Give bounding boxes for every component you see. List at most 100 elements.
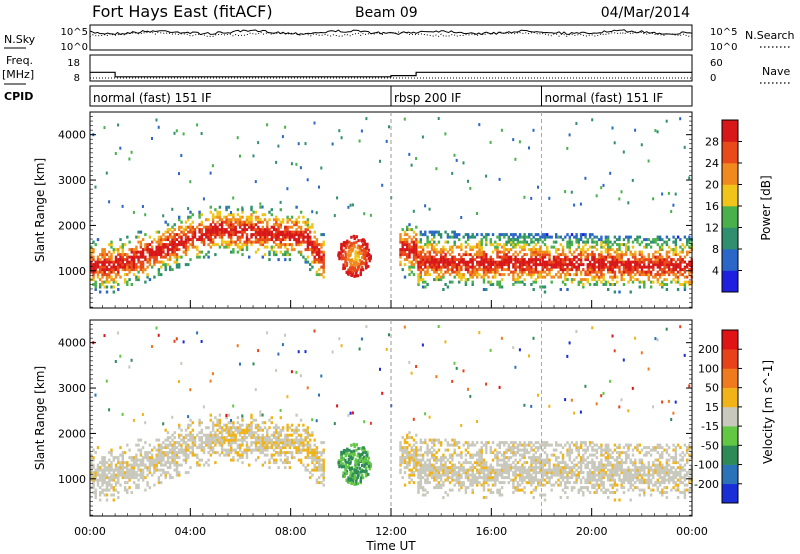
power-cell xyxy=(175,129,178,133)
velocity-cell xyxy=(451,458,454,462)
power-cell xyxy=(663,273,666,277)
power-cell xyxy=(101,248,104,252)
velocity-cell xyxy=(290,453,294,457)
velocity-cell xyxy=(460,476,463,480)
power-cell xyxy=(638,285,641,289)
power-cell xyxy=(281,238,285,242)
velocity-cell xyxy=(448,476,452,480)
velocity-cell xyxy=(518,441,522,445)
power-cell xyxy=(189,228,192,232)
power-cell xyxy=(243,228,246,232)
velocity-cell xyxy=(469,453,472,457)
power-cell xyxy=(548,268,551,272)
power-cell xyxy=(593,283,596,286)
velocity-cell xyxy=(428,468,431,472)
velocity-cell xyxy=(315,468,319,472)
power-cell xyxy=(94,265,97,269)
velocity-cell xyxy=(187,453,190,457)
power-cell xyxy=(424,253,427,257)
velocity-cell xyxy=(412,466,416,470)
power-cell xyxy=(286,187,289,191)
power-cell xyxy=(236,245,240,249)
power-cell xyxy=(509,243,513,247)
power-cell xyxy=(494,270,497,274)
power-cell xyxy=(171,268,174,272)
velocity-cell xyxy=(214,423,217,427)
power-cell xyxy=(539,255,542,259)
velocity-cell xyxy=(318,461,321,465)
power-cell xyxy=(467,270,470,274)
power-cell xyxy=(342,243,345,247)
velocity-cell xyxy=(426,491,429,494)
velocity-cell xyxy=(406,436,409,440)
velocity-cell xyxy=(313,456,316,460)
power-cell xyxy=(453,235,456,239)
power-cell xyxy=(346,252,349,256)
power-cell xyxy=(532,263,535,267)
power-cell xyxy=(353,266,356,270)
power-cell xyxy=(649,265,653,269)
power-cell xyxy=(421,248,425,252)
power-cell xyxy=(117,265,120,269)
velocity-cell xyxy=(408,473,411,477)
power-cell xyxy=(200,223,203,227)
power-cell xyxy=(96,273,100,277)
velocity-cell xyxy=(426,448,429,452)
power-cell xyxy=(451,260,454,264)
power-cell xyxy=(412,255,416,259)
velocity-cell xyxy=(132,463,136,467)
velocity-cell xyxy=(417,453,420,457)
power-cell xyxy=(225,245,228,249)
power-cell xyxy=(460,255,463,259)
velocity-cell xyxy=(401,456,404,460)
power-cell xyxy=(550,275,553,279)
velocity-cell xyxy=(277,426,280,430)
velocity-cell xyxy=(532,488,535,492)
velocity-cell xyxy=(521,488,524,492)
power-cell xyxy=(112,278,115,282)
power-cell xyxy=(634,265,637,269)
velocity-cell xyxy=(419,453,422,457)
power-cell xyxy=(189,258,192,262)
power-cell xyxy=(480,263,483,267)
velocity-cell xyxy=(160,448,163,452)
power-cell xyxy=(227,218,231,222)
power-cell xyxy=(227,230,231,234)
power-cell xyxy=(359,268,363,272)
velocity-cell xyxy=(175,473,179,477)
velocity-cell xyxy=(121,461,124,465)
power-cell xyxy=(559,268,562,272)
power-cell xyxy=(309,235,312,239)
power-cell xyxy=(611,283,614,286)
velocity-cell xyxy=(92,476,95,480)
power-cell xyxy=(593,240,596,244)
velocity-cell xyxy=(318,476,321,480)
power-cell xyxy=(566,278,569,282)
power-cell xyxy=(505,240,508,244)
power-cell xyxy=(507,263,510,267)
power-cell xyxy=(676,270,680,274)
power-cell xyxy=(101,273,104,277)
velocity-cell xyxy=(141,446,145,450)
velocity-cell xyxy=(491,466,495,470)
velocity-cell xyxy=(435,476,438,480)
velocity-cell xyxy=(90,456,93,460)
power-cell xyxy=(469,253,472,257)
velocity-cell xyxy=(442,473,445,477)
power-cell xyxy=(473,270,477,274)
power-cell xyxy=(126,255,129,259)
power-cell xyxy=(261,233,264,237)
power-cell xyxy=(180,240,183,244)
velocity-cell xyxy=(417,488,420,492)
power-cell xyxy=(512,275,515,279)
power-cell xyxy=(239,230,242,234)
power-cell xyxy=(597,253,601,257)
velocity-cell xyxy=(293,428,296,432)
velocity-cell xyxy=(476,468,479,472)
velocity-cell xyxy=(318,481,321,485)
velocity-cell xyxy=(275,428,278,432)
velocity-cell xyxy=(309,443,312,447)
power-cell xyxy=(286,233,289,237)
velocity-cell xyxy=(243,431,246,435)
power-cell xyxy=(123,263,127,267)
